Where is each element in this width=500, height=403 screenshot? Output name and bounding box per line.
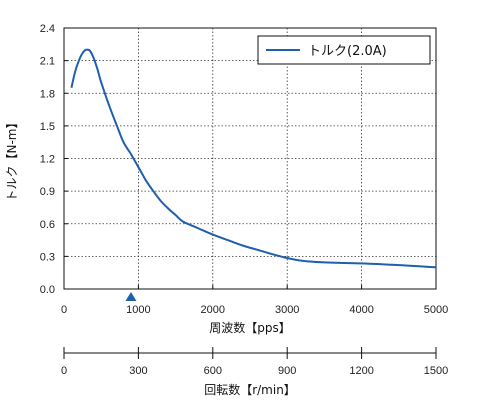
x-tick-label: 0 bbox=[61, 304, 67, 316]
y-axis-ticks: 0.0 0.3 0.6 0.9 1.2 1.5 1.8 2.1 2.4 bbox=[40, 23, 68, 296]
x-axis-label: 周波数【pps】 bbox=[209, 320, 291, 335]
y-tick-label: 1.2 bbox=[40, 154, 55, 166]
secondary-tick-label: 300 bbox=[129, 365, 147, 377]
y-tick-label: 2.1 bbox=[40, 56, 55, 68]
legend: トルク(2.0A) bbox=[257, 35, 431, 65]
x-tick-label: 1000 bbox=[126, 304, 150, 316]
secondary-tick-label: 1200 bbox=[349, 365, 373, 377]
frequency-marker-triangle bbox=[125, 292, 137, 301]
grid-layer bbox=[64, 28, 436, 289]
secondary-axis-label: 回転数【r/min】 bbox=[204, 382, 296, 397]
y-tick-label: 0.0 bbox=[40, 284, 55, 296]
secondary-axis-ticks: 0 300 600 900 1200 1500 bbox=[61, 347, 448, 377]
x-tick-label: 3000 bbox=[275, 304, 299, 316]
x-tick-label: 2000 bbox=[201, 304, 225, 316]
secondary-tick-label: 900 bbox=[278, 365, 296, 377]
y-tick-label: 2.4 bbox=[40, 23, 55, 35]
y-tick-label: 0.9 bbox=[40, 186, 55, 198]
y-tick-label: 1.8 bbox=[40, 88, 55, 100]
secondary-rpm-axis: 0 300 600 900 1200 1500 回転数【r/min】 bbox=[61, 347, 448, 397]
secondary-tick-label: 0 bbox=[61, 365, 67, 377]
x-tick-label: 5000 bbox=[424, 304, 448, 316]
x-tick-label: 4000 bbox=[349, 304, 373, 316]
secondary-tick-label: 1500 bbox=[424, 365, 448, 377]
y-axis-label: トルク【N-m】 bbox=[5, 117, 19, 202]
series-layer bbox=[70, 48, 437, 269]
x-axis-ticks: 0 1000 2000 3000 4000 5000 bbox=[61, 285, 448, 316]
legend-series-label: トルク(2.0A) bbox=[308, 44, 387, 59]
series-line-torque bbox=[70, 48, 437, 269]
y-tick-label: 1.5 bbox=[40, 121, 55, 133]
secondary-tick-label: 600 bbox=[204, 365, 222, 377]
y-tick-label: 0.3 bbox=[40, 251, 55, 263]
y-tick-label: 0.6 bbox=[40, 219, 55, 231]
